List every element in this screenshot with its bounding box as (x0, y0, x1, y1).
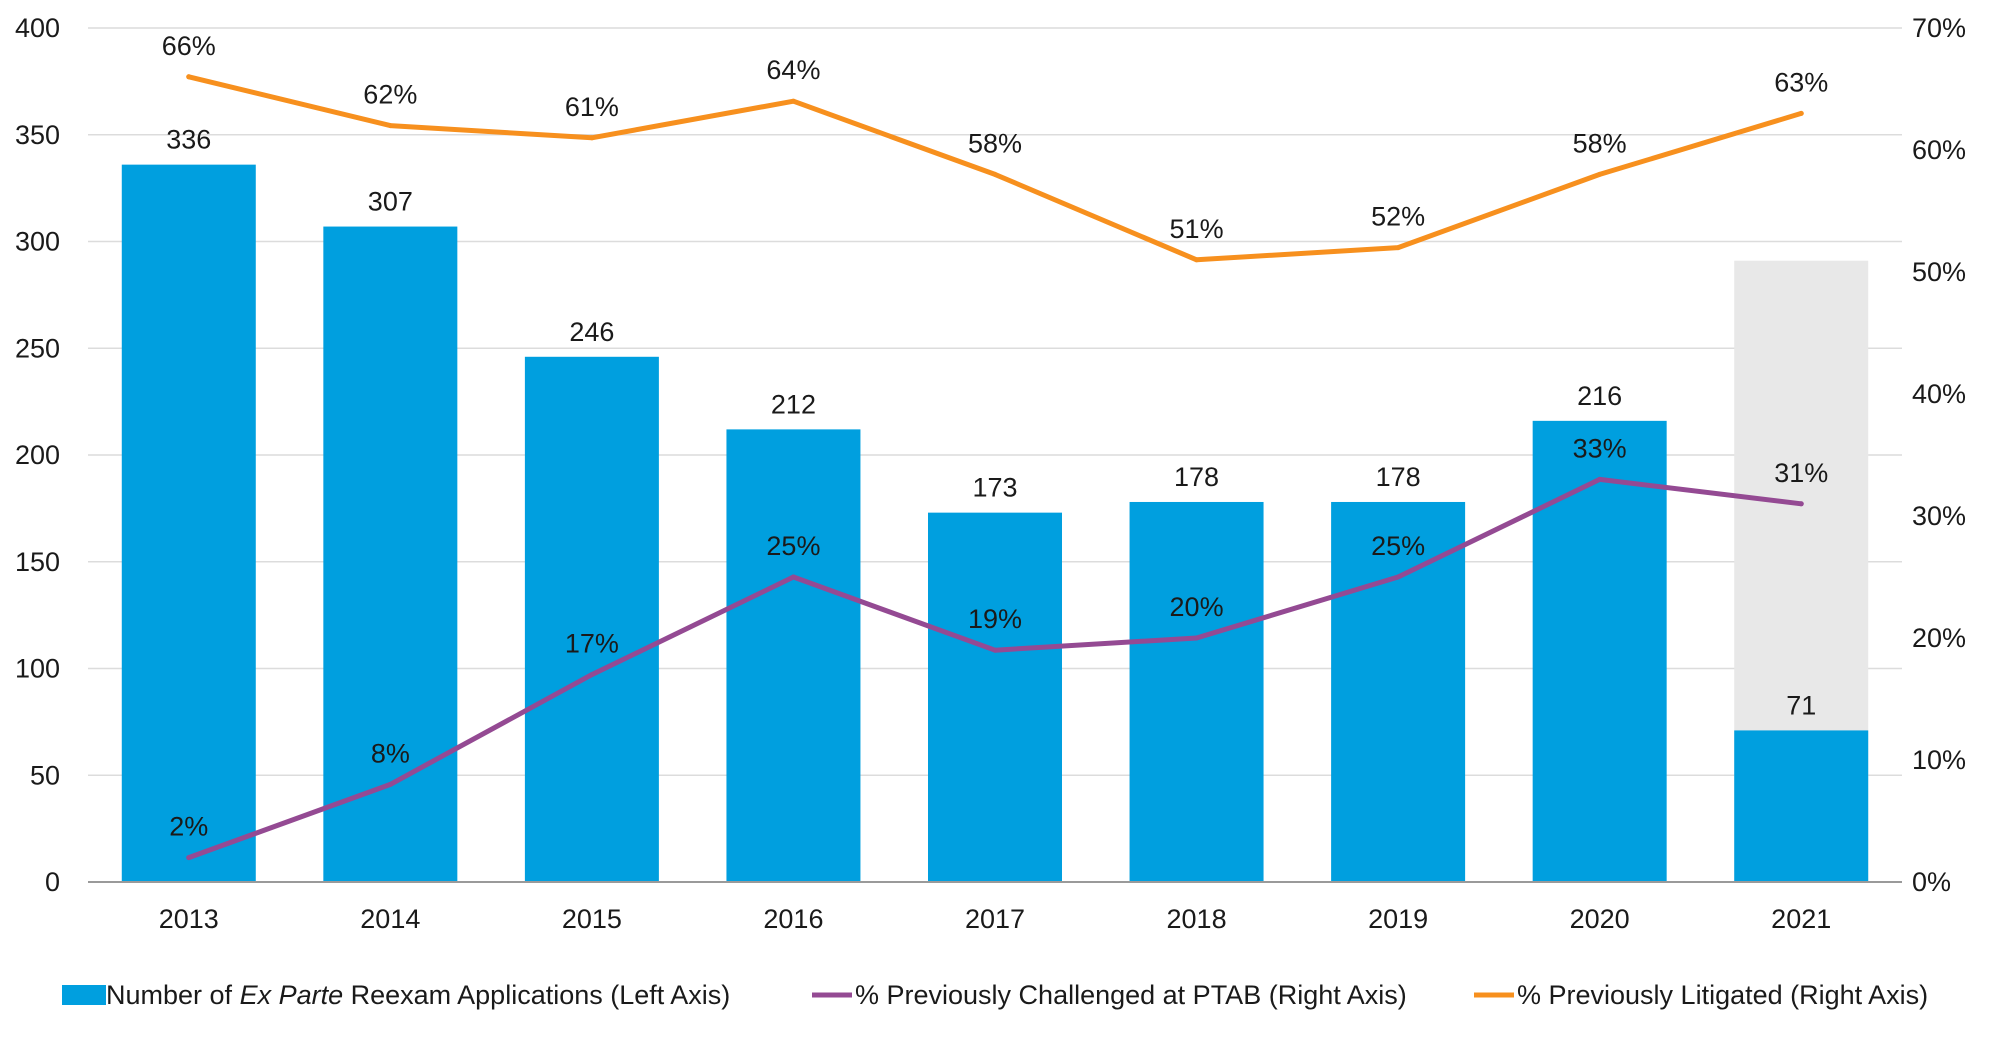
line-point (791, 99, 796, 104)
bar-value-label: 216 (1577, 381, 1622, 411)
line-point (186, 74, 191, 79)
line-point (186, 855, 191, 860)
line-value-label: 33% (1573, 433, 1627, 463)
line-value-label: 62% (363, 80, 417, 110)
x-axis-tick-label: 2020 (1570, 904, 1630, 934)
line-point (1597, 172, 1602, 177)
line-point (589, 135, 594, 140)
bar-value-label: 173 (972, 473, 1017, 503)
line-point (1799, 501, 1804, 506)
bar-value-label: 178 (1174, 462, 1219, 492)
bar-value-label: 336 (166, 125, 211, 155)
line-point (388, 123, 393, 128)
line-value-label: 64% (766, 55, 820, 85)
line-value-label: 51% (1170, 214, 1224, 244)
left-axis-tick-label: 200 (15, 440, 60, 470)
left-axis-tick-label: 50 (30, 760, 60, 790)
bar (525, 357, 659, 882)
x-axis-tick-label: 2013 (159, 904, 219, 934)
legend-swatch-bars (62, 985, 106, 1005)
line-point (1799, 111, 1804, 116)
bar (1130, 502, 1264, 882)
x-axis-tick-label: 2019 (1368, 904, 1428, 934)
line-point (993, 172, 998, 177)
right-axis-tick-label: 50% (1912, 257, 1966, 287)
x-axis-tick-label: 2015 (562, 904, 622, 934)
legend-label-ptab: % Previously Challenged at PTAB (Right A… (855, 980, 1407, 1010)
x-axis-tick-label: 2021 (1771, 904, 1831, 934)
bar-series (122, 165, 1868, 882)
bar-value-label: 246 (569, 317, 614, 347)
left-axis-tick-label: 300 (15, 227, 60, 257)
line-value-label: 61% (565, 92, 619, 122)
left-axis-tick-label: 400 (15, 13, 60, 43)
line-value-label: 58% (1573, 128, 1627, 158)
line-point (1597, 477, 1602, 482)
right-axis-tick-label: 0% (1912, 867, 1951, 897)
line-value-label: 17% (565, 629, 619, 659)
bar-value-label: 307 (368, 187, 413, 217)
left-axis-tick-label: 250 (15, 333, 60, 363)
bar (726, 429, 860, 882)
line-point (1194, 636, 1199, 641)
x-axis-tick-label: 2018 (1167, 904, 1227, 934)
right-axis-tick-label: 40% (1912, 379, 1966, 409)
line-value-label: 63% (1774, 67, 1828, 97)
line-value-label: 31% (1774, 458, 1828, 488)
line-value-label: 25% (766, 531, 820, 561)
line-value-label: 58% (968, 128, 1022, 158)
line-value-label: 8% (371, 738, 410, 768)
right-axis-tick-label: 70% (1912, 13, 1966, 43)
line-point (1396, 575, 1401, 580)
line-point (589, 672, 594, 677)
line-value-label: 66% (162, 31, 216, 61)
bar-value-label: 212 (771, 389, 816, 419)
line-point (993, 648, 998, 653)
line-point (1396, 245, 1401, 250)
left-axis-tick-label: 350 (15, 120, 60, 150)
line-value-label: 2% (169, 812, 208, 842)
line-value-label: 20% (1170, 592, 1224, 622)
x-axis-tick-label: 2016 (763, 904, 823, 934)
right-axis-tick-label: 10% (1912, 745, 1966, 775)
bar (1734, 730, 1868, 882)
x-axis-tick-label: 2014 (360, 904, 420, 934)
x-axis-tick-label: 2017 (965, 904, 1025, 934)
legend-label-bars: Number of Ex Parte Reexam Applications (… (106, 980, 730, 1010)
line-value-label: 19% (968, 604, 1022, 634)
left-axis-tick-label: 100 (15, 654, 60, 684)
right-axis-tick-label: 60% (1912, 135, 1966, 165)
bar (1533, 421, 1667, 882)
legend-label-litigated: % Previously Litigated (Right Axis) (1517, 980, 1928, 1010)
line-value-label: 25% (1371, 531, 1425, 561)
line-point (388, 782, 393, 787)
bar (122, 165, 256, 882)
right-axis-tick-label: 20% (1912, 623, 1966, 653)
bar (928, 513, 1062, 882)
line-value-label: 52% (1371, 202, 1425, 232)
bar-value-label: 178 (1376, 462, 1421, 492)
left-axis-tick-label: 0 (45, 867, 60, 897)
legend: Number of Ex Parte Reexam Applications (… (62, 980, 1928, 1010)
left-axis-tick-label: 150 (15, 547, 60, 577)
right-axis-tick-label: 30% (1912, 501, 1966, 531)
line-point (1194, 257, 1199, 262)
bar-value-label: 71 (1786, 690, 1816, 720)
line-point (791, 575, 796, 580)
